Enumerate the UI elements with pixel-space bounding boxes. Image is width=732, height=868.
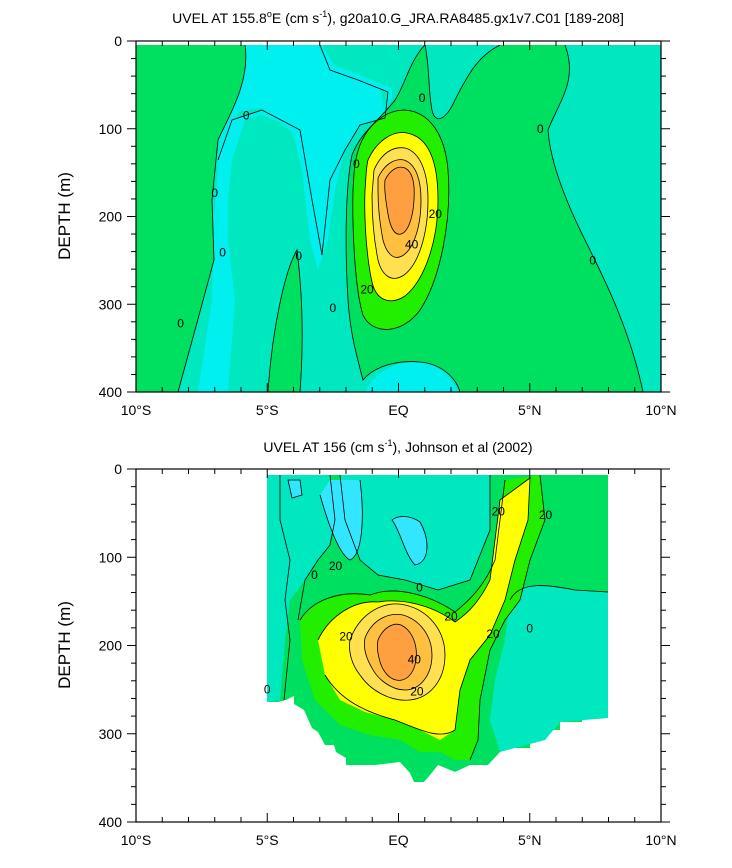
top-contour-field <box>136 41 661 392</box>
bottom-contour-label: 20 <box>410 684 424 698</box>
top-xtick-label: EQ <box>388 402 408 418</box>
bottom-contour-lines <box>279 474 609 761</box>
bottom-ytick-label: 400 <box>99 814 123 830</box>
bottom-ylabel: DEPTH (m) <box>55 601 74 689</box>
top-fill-neg <box>200 45 392 392</box>
top-contour-label: 0 <box>589 253 596 267</box>
bottom-fill-zero-right <box>490 585 608 752</box>
top-xtick-label: 10°N <box>645 402 676 418</box>
bottom-xtick-label: 5°N <box>518 832 542 848</box>
top-xtick-label: 10°S <box>121 402 152 418</box>
top-fill-green-mid <box>268 250 303 392</box>
top-contour-label: 0 <box>295 249 302 263</box>
top-contour-lines <box>177 44 644 392</box>
bottom-fill-neg-3 <box>392 516 427 565</box>
bottom-contour-label: 0 <box>526 622 533 636</box>
bottom-ytick-label: 300 <box>99 726 123 742</box>
bottom-contour-label: 0 <box>416 580 423 594</box>
bottom-title: UVEL AT 156 (cm s-1), Johnson et al (200… <box>263 438 532 455</box>
bottom-xtick-label: 10°S <box>121 832 152 848</box>
bottom-contour-label: 20 <box>492 504 506 518</box>
top-contour-label: 0 <box>219 245 226 259</box>
top-contour-label: 20 <box>429 207 443 221</box>
bottom-ytick-label: 200 <box>99 638 123 654</box>
bottom-fill-neg-2 <box>320 480 363 560</box>
bottom-contour-labels: 0 20 0 20 20 20 20 40 20 0 20 0 <box>264 504 553 698</box>
bottom-ytick-label: 100 <box>99 549 123 565</box>
top-contour-label: 0 <box>211 186 218 200</box>
top-contour-label: 0 <box>537 122 544 136</box>
top-fill-neg-bottom <box>365 361 458 392</box>
bottom-xtick-label: EQ <box>388 832 408 848</box>
top-contour-label: 0 <box>330 301 337 315</box>
top-panel: UVEL AT 155.8oE (cm s-1), g20a10.G_JRA.R… <box>55 9 677 418</box>
bottom-fill-neg-1 <box>288 480 302 498</box>
bottom-fill-max <box>377 624 417 681</box>
top-contour-label: 0 <box>419 91 426 105</box>
top-ytick-label: 200 <box>99 209 123 225</box>
bottom-contour-label: 20 <box>444 609 458 623</box>
bottom-xtick-label: 10°N <box>645 832 676 848</box>
top-xtick-label: 5°S <box>256 402 279 418</box>
bottom-contour-label: 20 <box>339 630 353 644</box>
top-ylabel: DEPTH (m) <box>55 172 74 260</box>
top-ytick-label: 100 <box>99 121 123 137</box>
bottom-panel: UVEL AT 156 (cm s-1), Johnson et al (200… <box>55 438 677 848</box>
top-contour-label: 0 <box>353 157 360 171</box>
top-contour-label: 0 <box>177 317 184 331</box>
bottom-contour-label: 0 <box>311 568 318 582</box>
top-fill-neg-band <box>198 45 385 392</box>
top-contour-labels: 0 0 0 0 0 0 0 0 0 0 20 40 20 <box>177 91 596 331</box>
top-contour-label: 20 <box>360 282 374 296</box>
bottom-fill-zero-left <box>267 475 335 702</box>
top-ytick-label: 300 <box>99 296 123 312</box>
top-xtick-label: 5°N <box>518 402 542 418</box>
top-title: UVEL AT 155.8oE (cm s-1), g20a10.G_JRA.R… <box>172 9 624 26</box>
top-fill-green-left <box>136 45 246 392</box>
bottom-contour-field <box>267 474 609 782</box>
top-contour-label: 40 <box>405 238 419 252</box>
bottom-ytick-label: 0 <box>114 461 122 477</box>
top-ytick-label: 400 <box>99 384 123 400</box>
top-fill-max <box>384 167 415 235</box>
top-ytick-label: 0 <box>114 33 122 49</box>
bottom-contour-label: 0 <box>264 683 271 697</box>
bottom-fill-zero-top <box>267 475 490 590</box>
bottom-contour-label: 40 <box>408 653 422 667</box>
bottom-xtick-label: 5°S <box>256 832 279 848</box>
top-contour-label: 0 <box>243 109 250 123</box>
bottom-contour-label: 20 <box>539 508 553 522</box>
bottom-contour-label: 20 <box>329 559 343 573</box>
bottom-contour-label: 20 <box>486 627 500 641</box>
